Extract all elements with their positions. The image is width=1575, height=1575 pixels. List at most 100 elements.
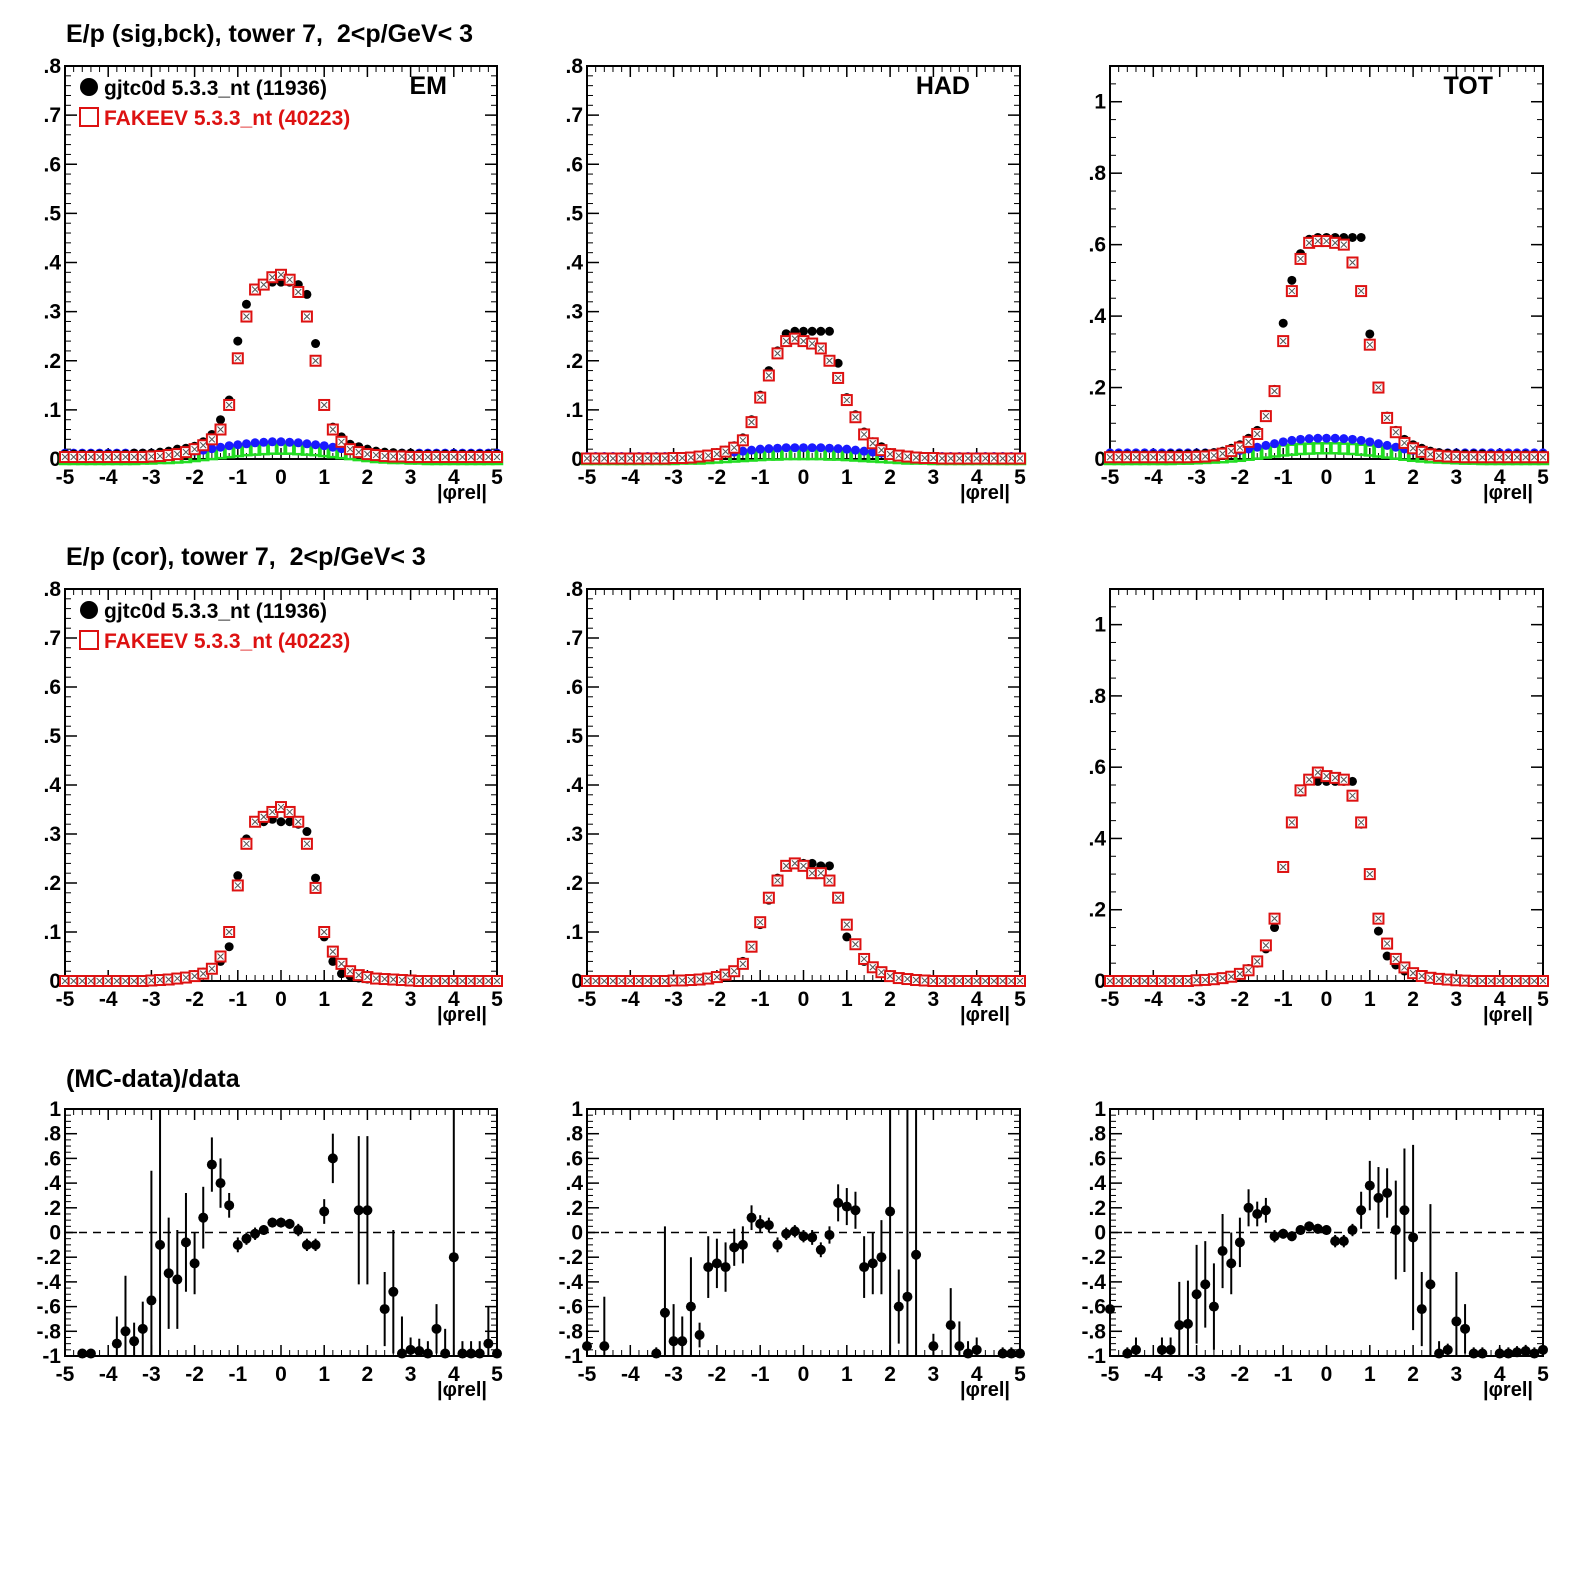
mc-point-marker <box>878 446 885 454</box>
ratio-point <box>1217 1246 1228 1257</box>
mc-point-marker <box>329 948 337 955</box>
mc-point-marker <box>407 453 414 461</box>
ratio-point <box>1182 1318 1193 1329</box>
ratio-point <box>120 1326 131 1337</box>
mc-point-marker <box>1253 958 1261 965</box>
mc-point-marker <box>459 453 466 461</box>
mc-point-marker <box>592 977 600 985</box>
y-tick-label: .2 <box>1088 899 1106 922</box>
x-axis-label: |φrel| <box>960 482 1010 504</box>
ratio-point <box>902 1291 913 1302</box>
bck-data-point <box>1296 434 1306 444</box>
y-tick-label: .6 <box>565 1147 583 1170</box>
y-tick-label: -.6 <box>558 1296 583 1319</box>
ratio-point <box>763 1220 774 1231</box>
bck-data-point <box>285 437 295 447</box>
mc-point-marker <box>1016 455 1024 462</box>
ratio-point <box>954 1341 965 1352</box>
ratio-point <box>1243 1202 1254 1213</box>
mc-point-marker <box>1479 453 1486 461</box>
x-tick-label: 0 <box>1321 988 1333 1011</box>
mc-point-marker <box>122 453 129 461</box>
ratio-point <box>599 1341 610 1352</box>
ratio-point <box>431 1323 442 1334</box>
mc-point-marker <box>355 448 363 456</box>
mc-point-marker <box>208 965 216 973</box>
x-tick-label: -3 <box>1187 988 1206 1011</box>
mc-point-marker <box>1279 863 1287 871</box>
x-tick-label: -1 <box>1274 466 1293 489</box>
legend-mc-marker <box>79 107 99 127</box>
mc-point-marker <box>1427 451 1434 458</box>
ratio-point <box>659 1307 670 1318</box>
mc-point-marker <box>652 455 660 462</box>
bck-data-point <box>1261 440 1271 450</box>
mc-point-marker <box>173 975 181 982</box>
mc-point-marker <box>277 271 285 279</box>
y-tick-label: .3 <box>565 301 583 324</box>
ratio-point <box>1520 1346 1531 1357</box>
y-tick-label: 0 <box>49 970 61 993</box>
x-tick-label: -1 <box>751 466 770 489</box>
mc-point-marker <box>964 455 972 462</box>
ratio-point <box>1174 1320 1185 1331</box>
bck-data-point <box>1270 439 1280 449</box>
ratio-point <box>1191 1289 1202 1300</box>
ratio-point <box>1269 1231 1280 1242</box>
mc-point-marker <box>860 431 868 438</box>
data-point <box>233 871 243 881</box>
bck-data-point <box>1330 433 1340 443</box>
mc-point-marker <box>1271 915 1278 922</box>
y-tick-label: -1 <box>1087 1345 1106 1368</box>
bck-mc-point <box>1294 442 1307 456</box>
ratio-point <box>815 1244 826 1255</box>
mc-point-marker <box>1409 444 1417 452</box>
y-tick-label: -.8 <box>36 1320 61 1343</box>
y-tick-label: .8 <box>1088 685 1106 708</box>
mc-point-marker <box>739 960 747 968</box>
bck-data-point <box>241 439 251 449</box>
ratio-point <box>1451 1316 1462 1327</box>
mc-point-marker <box>1210 975 1218 983</box>
ratio-point <box>284 1218 295 1229</box>
x-tick-label: 1 <box>1364 988 1376 1011</box>
mc-point-marker <box>973 455 981 462</box>
x-tick-label: 0 <box>275 1363 287 1386</box>
mc-point-marker <box>1167 977 1174 985</box>
ratio-point <box>77 1348 88 1359</box>
mc-point-marker <box>70 977 77 985</box>
ratio-point <box>180 1237 191 1248</box>
ratio-point <box>833 1197 844 1208</box>
mc-point-marker <box>1132 977 1140 985</box>
mc-point-marker <box>774 350 781 357</box>
mc-point-marker <box>1530 453 1538 461</box>
ratio-point <box>1425 1279 1436 1290</box>
mc-point-marker <box>61 453 69 461</box>
x-tick-label: -1 <box>1274 988 1293 1011</box>
ratio-point <box>859 1262 870 1273</box>
ratio-point <box>327 1153 338 1164</box>
data-point <box>816 326 826 336</box>
bck-data-point <box>1382 440 1392 450</box>
x-tick-label: 0 <box>275 988 287 1011</box>
x-axis-label: |φrel| <box>437 482 487 504</box>
ratio-point <box>267 1217 278 1228</box>
mc-point-marker <box>791 335 799 342</box>
bck-data-point <box>1339 434 1349 444</box>
ratio-point <box>945 1320 956 1331</box>
ratio-point <box>1460 1323 1471 1334</box>
y-tick-label: .6 <box>1088 234 1106 257</box>
mc-point-marker <box>1227 973 1235 981</box>
mc-point-marker <box>1513 977 1521 985</box>
mc-point-marker <box>1149 977 1157 985</box>
mc-point-marker <box>1505 977 1512 985</box>
mc-point-marker <box>1418 448 1426 456</box>
ratio-point <box>789 1226 800 1237</box>
panel-had-cor: -5 -4 -3 -2 -1 0 1 2 3 4 5|φrel| 0 .1 .2 .3 .4 .5 .6 .7 .8 <box>565 578 1026 1026</box>
x-tick-label: -4 <box>621 466 640 489</box>
mc-point-marker <box>1288 819 1296 826</box>
x-tick-label: 0 <box>275 466 287 489</box>
y-tick-label: 0 <box>571 448 583 471</box>
